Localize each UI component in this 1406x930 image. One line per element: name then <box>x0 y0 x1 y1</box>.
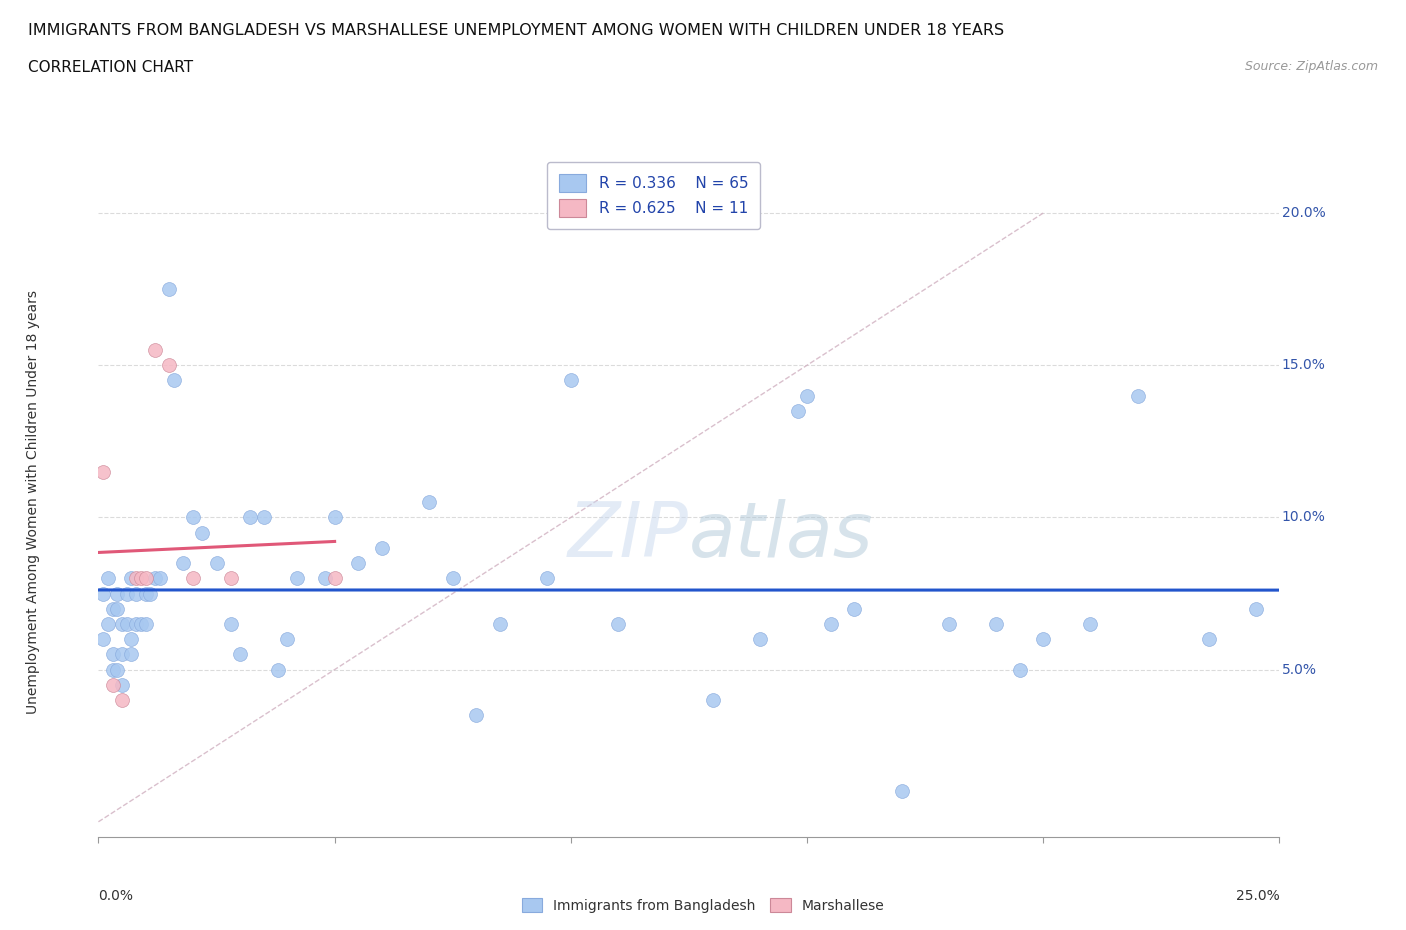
Point <box>205 555 228 570</box>
Point <box>1008 662 1031 677</box>
Text: 10.0%: 10.0% <box>1282 511 1326 525</box>
Text: 0.0%: 0.0% <box>98 889 134 903</box>
Point <box>1032 631 1054 646</box>
Point <box>101 602 124 617</box>
Point <box>91 586 114 601</box>
Point <box>157 358 180 373</box>
Point <box>125 571 148 586</box>
Text: 20.0%: 20.0% <box>1282 206 1326 220</box>
Point <box>125 617 148 631</box>
Point <box>105 602 128 617</box>
Point <box>702 693 724 708</box>
Point <box>129 617 152 631</box>
Point <box>143 342 166 357</box>
Point <box>91 631 114 646</box>
Point <box>97 571 120 586</box>
Point <box>135 571 157 586</box>
Legend: Immigrants from Bangladesh, Marshallese: Immigrants from Bangladesh, Marshallese <box>516 893 890 919</box>
Point <box>219 617 242 631</box>
Point <box>323 571 346 586</box>
Point <box>441 571 464 586</box>
Text: ZIP: ZIP <box>568 498 689 573</box>
Text: 5.0%: 5.0% <box>1282 662 1317 677</box>
Point <box>111 617 134 631</box>
Point <box>371 540 394 555</box>
Point <box>253 510 276 525</box>
Point <box>129 571 152 586</box>
Point <box>796 388 818 403</box>
Point <box>323 510 346 525</box>
Point <box>1080 617 1102 631</box>
Point <box>276 631 298 646</box>
Text: atlas: atlas <box>689 498 873 573</box>
Point <box>820 617 842 631</box>
Text: IMMIGRANTS FROM BANGLADESH VS MARSHALLESE UNEMPLOYMENT AMONG WOMEN WITH CHILDREN: IMMIGRANTS FROM BANGLADESH VS MARSHALLES… <box>28 23 1004 38</box>
Point <box>135 617 157 631</box>
Point <box>125 586 148 601</box>
Point <box>172 555 194 570</box>
Text: 25.0%: 25.0% <box>1236 889 1279 903</box>
Point <box>219 571 242 586</box>
Point <box>111 693 134 708</box>
Point <box>105 586 128 601</box>
Point <box>121 571 143 586</box>
Point <box>191 525 214 540</box>
Point <box>91 464 114 479</box>
Point <box>163 373 186 388</box>
Point <box>890 784 912 799</box>
Point <box>536 571 558 586</box>
Point <box>157 282 180 297</box>
Point <box>844 602 866 617</box>
Point <box>115 586 138 601</box>
Point <box>984 617 1007 631</box>
Point <box>97 617 120 631</box>
Text: CORRELATION CHART: CORRELATION CHART <box>28 60 193 75</box>
Point <box>115 617 138 631</box>
Point <box>111 647 134 662</box>
Point <box>560 373 582 388</box>
Text: Source: ZipAtlas.com: Source: ZipAtlas.com <box>1244 60 1378 73</box>
Point <box>111 677 134 692</box>
Legend: R = 0.336    N = 65, R = 0.625    N = 11: R = 0.336 N = 65, R = 0.625 N = 11 <box>547 162 761 229</box>
Point <box>121 631 143 646</box>
Point <box>748 631 770 646</box>
Point <box>786 404 808 418</box>
Point <box>1198 631 1220 646</box>
Point <box>285 571 308 586</box>
Point <box>101 677 124 692</box>
Point <box>149 571 172 586</box>
Point <box>143 571 166 586</box>
Point <box>101 662 124 677</box>
Text: Unemployment Among Women with Children Under 18 years: Unemployment Among Women with Children U… <box>27 290 41 714</box>
Point <box>139 586 162 601</box>
Point <box>607 617 630 631</box>
Point <box>181 510 204 525</box>
Text: 15.0%: 15.0% <box>1282 358 1326 372</box>
Point <box>121 647 143 662</box>
Point <box>314 571 336 586</box>
Point <box>489 617 512 631</box>
Point <box>267 662 290 677</box>
Point <box>465 708 488 723</box>
Point <box>347 555 370 570</box>
Point <box>229 647 252 662</box>
Point <box>418 495 440 510</box>
Point <box>101 647 124 662</box>
Point <box>938 617 960 631</box>
Point <box>239 510 262 525</box>
Point <box>105 662 128 677</box>
Point <box>181 571 204 586</box>
Point <box>1126 388 1149 403</box>
Point <box>1244 602 1267 617</box>
Point <box>135 586 157 601</box>
